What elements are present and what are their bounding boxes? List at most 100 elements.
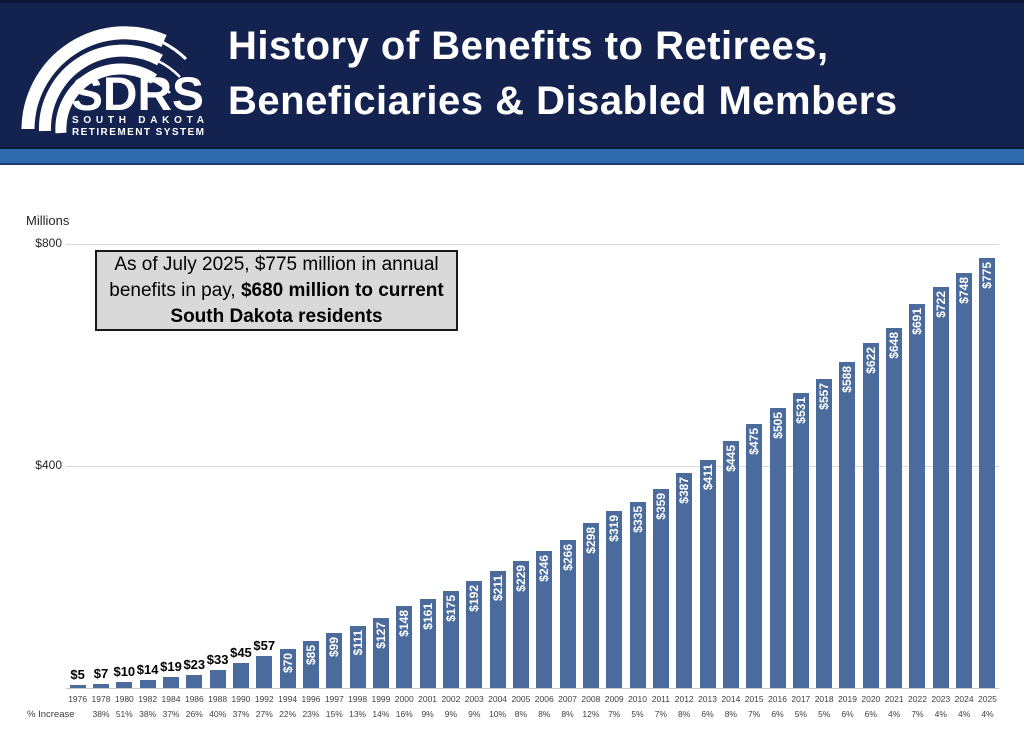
bar-value-label-2005: $229 (513, 565, 528, 592)
y-tick-400: $400 (35, 458, 62, 472)
bar-slot-2020: $622 (859, 0, 882, 688)
bar-value-label-1992: $57 (253, 638, 276, 653)
slide-title-line1: History of Benefits to Retirees, (228, 24, 829, 68)
bar-1998: $111 (349, 626, 366, 688)
year-label-1994: 1994 (278, 694, 298, 704)
pct-increase-2013: 6% (701, 709, 714, 719)
bar-slot-2012: $387 (673, 0, 696, 688)
pct-increase-1980: 51% (115, 709, 133, 719)
bar-slot-2009: $319 (603, 0, 626, 688)
pct-increase-2023: 4% (934, 709, 947, 719)
bar-value-label-2007: $266 (560, 544, 575, 571)
pct-increase-2009: 7% (608, 709, 621, 719)
year-label-2017: 2017 (791, 694, 811, 704)
pct-row-label: % Increase (27, 709, 75, 720)
bar-slot-2023: $722 (929, 0, 952, 688)
bar-slot-2000: $148 (393, 0, 416, 688)
bar-value-label-2012: $387 (677, 477, 692, 504)
bar-slot-1980: $10 (113, 0, 136, 688)
year-label-1997: 1997 (324, 694, 344, 704)
bar-slot-2018: $557 (813, 0, 836, 688)
bar-value-label-2024: $748 (957, 277, 972, 304)
pct-increase-1988: 40% (209, 709, 227, 719)
pct-increase-2018: 5% (818, 709, 831, 719)
year-label-1982: 1982 (138, 694, 158, 704)
gridline-800 (66, 244, 999, 245)
year-label-1999: 1999 (371, 694, 391, 704)
x-axis-baseline (66, 688, 999, 689)
bar-value-label-1982: $14 (136, 662, 159, 677)
year-label-2018: 2018 (814, 694, 834, 704)
bar-slot-2008: $298 (579, 0, 602, 688)
bar-2007: $266 (559, 540, 576, 688)
bar-slot-1976: $5 (66, 0, 89, 688)
year-label-2014: 2014 (721, 694, 741, 704)
bar-1980 (116, 682, 133, 688)
bar-slot-1996: $85 (299, 0, 322, 688)
year-label-1992: 1992 (254, 694, 274, 704)
pct-increase-1990: 37% (232, 709, 250, 719)
year-label-2020: 2020 (861, 694, 881, 704)
pct-increase-2022: 7% (911, 709, 924, 719)
bar-slot-2016: $505 (766, 0, 789, 688)
bar-slot-1982: $14 (136, 0, 159, 688)
bar-slot-2004: $211 (486, 0, 509, 688)
bar-slot-2001: $161 (416, 0, 439, 688)
bars: $5 $7 $10 $14 $19 $23 $33 $45 $57 $70 $85 $99 $111 $1… (66, 0, 999, 688)
bar-1976 (69, 685, 86, 688)
bar-value-label-1986: $23 (183, 657, 206, 672)
bar-value-label-2023: $722 (933, 291, 948, 318)
pct-increase-1997: 15% (325, 709, 343, 719)
pct-increase-2017: 5% (794, 709, 807, 719)
year-label-2008: 2008 (581, 694, 601, 704)
bar-slot-2002: $175 (439, 0, 462, 688)
bar-value-label-2001: $161 (420, 603, 435, 630)
year-label-2016: 2016 (768, 694, 787, 704)
bar-2023: $722 (932, 287, 949, 688)
bar-2003: $192 (466, 581, 483, 688)
bar-1996: $85 (302, 641, 319, 688)
year-label-1978: 1978 (91, 694, 111, 704)
year-label-1990: 1990 (231, 694, 251, 704)
bar-2011: $359 (652, 489, 669, 688)
bar-1984 (162, 677, 179, 688)
bar-slot-2019: $588 (836, 0, 859, 688)
bar-1990 (232, 663, 249, 688)
bar-2025: $775 (979, 258, 996, 688)
logo-arc-inner-trail (151, 78, 171, 94)
bar-2020: $622 (862, 343, 879, 688)
bar-slot-2005: $229 (509, 0, 532, 688)
logo-arc-outer (21, 26, 167, 130)
bar-1997: $99 (326, 633, 343, 688)
bar-2021: $648 (886, 328, 903, 688)
bar-1992 (256, 656, 273, 688)
bar-slot-2022: $691 (906, 0, 929, 688)
pct-increase-row: 38% 51% 38% 37% 26% 40% 37% 27% 22% 23% 15% 13% 14% 1… (66, 709, 999, 719)
bar-value-label-2019: $588 (840, 366, 855, 393)
logo-subline1: SOUTH DAKOTA (72, 115, 204, 126)
bar-value-label-1994: $70 (280, 653, 295, 674)
bar-2017: $531 (792, 393, 809, 688)
bar-slot-1978: $7 (89, 0, 112, 688)
bar-slot-2013: $411 (696, 0, 719, 688)
pct-increase-2006: 8% (538, 709, 551, 719)
bar-slot-2025: $775 (976, 0, 999, 688)
bar-2013: $411 (699, 460, 716, 688)
pct-increase-1998: 13% (349, 709, 367, 719)
bar-2006: $246 (536, 551, 553, 688)
bar-value-label-1997: $99 (327, 637, 342, 658)
bar-2010: $335 (629, 502, 646, 688)
year-label-2006: 2006 (534, 694, 554, 704)
year-label-2007: 2007 (558, 694, 578, 704)
year-label-2009: 2009 (604, 694, 624, 704)
pct-increase-2007: 8% (561, 709, 574, 719)
bar-value-label-1996: $85 (303, 645, 318, 666)
header: SDRS SOUTH DAKOTA RETIREMENT SYSTEM Hist… (0, 0, 1024, 147)
pct-increase-1999: 14% (372, 709, 390, 719)
bar-value-label-2002: $175 (443, 595, 458, 622)
bar-slot-2006: $246 (533, 0, 556, 688)
bar-value-label-2015: $475 (747, 428, 762, 455)
year-label-2022: 2022 (908, 694, 927, 704)
bar-2012: $387 (676, 473, 693, 688)
year-label-1986: 1986 (184, 694, 204, 704)
